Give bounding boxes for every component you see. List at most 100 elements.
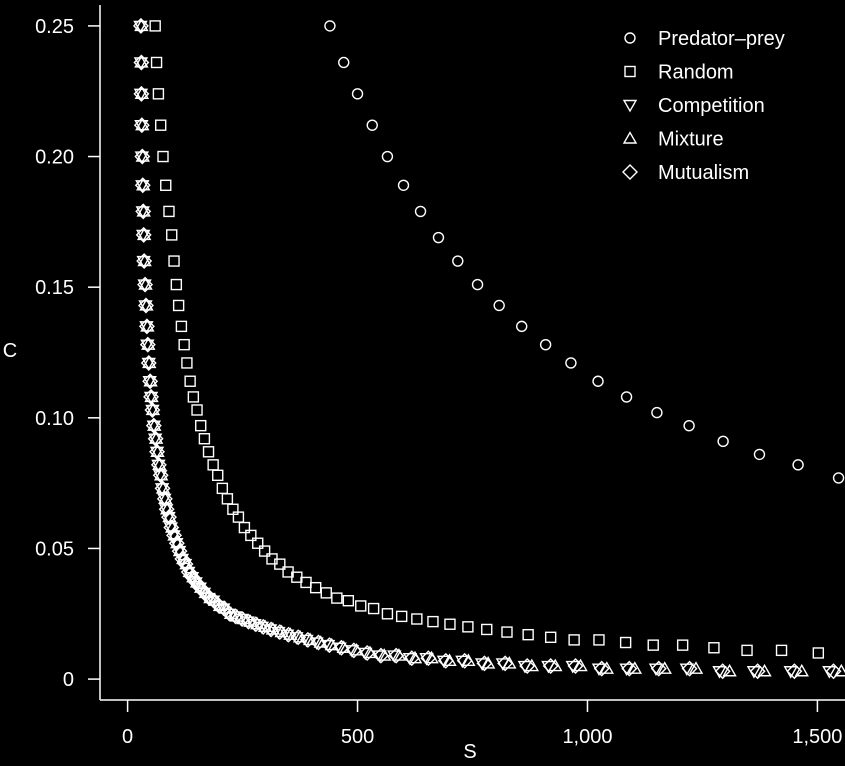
data-point bbox=[155, 119, 167, 131]
data-point bbox=[539, 338, 552, 351]
data-point bbox=[150, 456, 167, 473]
data-point bbox=[524, 658, 540, 672]
data-point bbox=[141, 337, 156, 350]
data-point bbox=[135, 149, 150, 162]
data-point bbox=[137, 253, 152, 267]
data-point bbox=[175, 320, 188, 333]
data-point bbox=[148, 431, 164, 444]
data-point bbox=[157, 150, 169, 163]
data-point bbox=[565, 357, 577, 369]
data-point bbox=[198, 433, 211, 445]
data-point bbox=[320, 639, 336, 653]
data-point bbox=[168, 535, 185, 552]
data-point bbox=[135, 226, 152, 243]
data-marks bbox=[132, 17, 845, 680]
data-point bbox=[493, 299, 505, 312]
data-point bbox=[825, 663, 842, 680]
data-point bbox=[134, 86, 150, 100]
data-point bbox=[166, 229, 178, 241]
data-point bbox=[420, 650, 437, 667]
data-point bbox=[181, 357, 193, 369]
data-point bbox=[137, 276, 154, 293]
data-point bbox=[144, 389, 159, 403]
data-point bbox=[137, 297, 154, 314]
data-point bbox=[160, 179, 172, 191]
series-diamond bbox=[132, 17, 842, 680]
data-point bbox=[133, 117, 150, 134]
data-point bbox=[351, 88, 364, 100]
data-point bbox=[299, 631, 316, 648]
series-circle bbox=[324, 20, 845, 484]
data-point bbox=[187, 391, 200, 403]
data-point bbox=[567, 658, 584, 675]
data-point bbox=[271, 624, 288, 641]
x-tick-label: 500 bbox=[341, 726, 374, 748]
y-tick-label: 0.25 bbox=[35, 16, 74, 38]
data-point bbox=[497, 655, 514, 672]
data-point bbox=[202, 446, 215, 458]
data-point bbox=[372, 650, 387, 663]
data-point bbox=[342, 595, 355, 607]
legend-item: Predator–prey bbox=[624, 28, 785, 50]
data-point bbox=[174, 550, 191, 567]
data-point bbox=[211, 597, 228, 614]
legend-marker bbox=[622, 131, 638, 144]
legend-label: Predator–prey bbox=[658, 28, 785, 50]
data-point bbox=[753, 448, 766, 461]
data-point bbox=[708, 642, 720, 654]
data-point bbox=[184, 569, 201, 586]
data-point bbox=[476, 655, 493, 672]
legend-label: Mixture bbox=[658, 129, 724, 151]
data-point bbox=[592, 375, 604, 387]
data-point bbox=[133, 85, 150, 102]
data-point bbox=[178, 338, 190, 351]
data-point bbox=[749, 663, 766, 680]
data-point bbox=[134, 148, 151, 165]
x-tick-label: 1,000 bbox=[562, 726, 612, 748]
data-point bbox=[722, 663, 737, 677]
data-point bbox=[184, 375, 196, 387]
data-point bbox=[388, 647, 405, 664]
data-point bbox=[444, 618, 456, 630]
data-point bbox=[381, 608, 394, 620]
data-point bbox=[160, 509, 177, 526]
data-point bbox=[172, 299, 185, 312]
data-point bbox=[676, 639, 689, 651]
data-point bbox=[180, 563, 197, 580]
series-square bbox=[149, 20, 825, 659]
legend-marker bbox=[624, 65, 636, 78]
data-point bbox=[171, 543, 188, 560]
data-point bbox=[395, 610, 408, 623]
y-tick-label: 0.20 bbox=[35, 147, 74, 169]
data-point bbox=[338, 56, 350, 69]
data-point bbox=[333, 639, 350, 656]
data-point bbox=[258, 545, 271, 557]
data-point bbox=[593, 634, 605, 646]
data-point bbox=[163, 205, 175, 218]
data-point bbox=[140, 354, 157, 371]
data-point bbox=[627, 661, 643, 674]
axes: 0 0.05 0.10 0.15 0.20 0.25 0 500 1,000 1,500 bbox=[35, 5, 845, 748]
data-point bbox=[156, 490, 173, 507]
data-point bbox=[144, 401, 161, 418]
data-point bbox=[366, 119, 378, 131]
data-point bbox=[166, 527, 183, 544]
data-point bbox=[238, 521, 251, 534]
data-point bbox=[331, 592, 343, 604]
data-point bbox=[481, 623, 493, 636]
legend-marker bbox=[624, 32, 636, 44]
data-point bbox=[138, 277, 153, 290]
data-point bbox=[232, 511, 245, 523]
data-point bbox=[650, 660, 667, 677]
data-point bbox=[170, 278, 183, 291]
legend: Predator–prey Random Competition Mixture Mut… bbox=[622, 28, 785, 184]
data-point bbox=[621, 660, 638, 677]
data-point bbox=[501, 626, 513, 638]
data-point bbox=[786, 663, 803, 680]
data-point bbox=[195, 419, 207, 432]
data-point bbox=[345, 642, 362, 659]
data-point bbox=[717, 435, 729, 448]
data-point bbox=[741, 644, 753, 657]
data-point bbox=[411, 613, 423, 625]
